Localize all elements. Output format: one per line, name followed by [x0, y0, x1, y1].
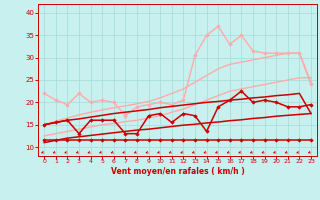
- X-axis label: Vent moyen/en rafales ( km/h ): Vent moyen/en rafales ( km/h ): [111, 167, 244, 176]
